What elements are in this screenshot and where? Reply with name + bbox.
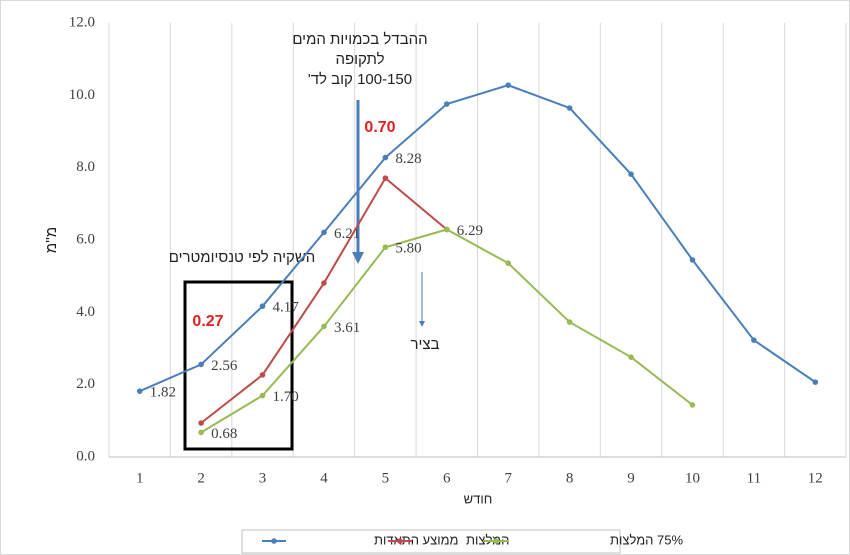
x-tick-label: 6 [443,470,451,486]
x-tick-label: 9 [627,470,635,486]
data-point [198,361,204,368]
data-label: 6.29 [457,223,483,239]
highlight-box [183,280,294,451]
data-label: 1.82 [150,385,176,401]
data-point [566,105,573,111]
x-tick-label: 4 [320,470,328,486]
data-point [628,171,634,177]
data-point [566,319,573,325]
data-point [198,429,204,436]
data-point [136,388,143,394]
data-point [689,402,696,408]
x-tick-label: 1 [136,470,144,486]
annotation: 100-150 קוב לד' [308,71,412,88]
data-label: 0.68 [211,426,237,442]
legend-label: 75% המלצות [610,532,683,547]
data-label: 3.61 [334,320,360,336]
x-tick-label: 3 [259,470,267,486]
legend-label: המלצות [466,532,509,547]
y-tick-label: 10.0 [69,87,95,103]
data-point [812,379,819,385]
data-point [505,82,512,89]
annotation: השקיה לפי טנסיומטרים [169,249,316,266]
data-point [505,260,512,266]
data-label: 2.56 [211,358,238,374]
x-tick-label: 12 [808,470,823,486]
x-tick-label: 10 [685,470,700,486]
data-label: 5.80 [395,241,421,257]
annotation: בציר [410,336,439,353]
legend-marker [271,538,277,544]
y-tick-label: 0.0 [76,448,95,464]
x-tick-label: 5 [382,470,390,486]
y-tick-label: 12.0 [69,14,95,30]
x-tick-label: 8 [566,470,574,486]
legend-marker [397,538,403,544]
y-tick-label: 6.0 [76,231,95,247]
y-tick-label: 2.0 [76,376,95,392]
legend [241,529,621,554]
data-point [259,372,266,378]
annotation: ההבדל בכמויות המים [292,31,427,48]
legend-label: ממוצע התאדות [374,532,458,547]
data-point [443,101,450,107]
annotation: 0.27 [192,313,223,330]
data-label: 6.21 [334,226,360,242]
data-point [321,229,327,236]
data-point [321,280,327,286]
data-point [443,226,450,233]
data-point [382,244,389,251]
data-point [321,323,327,330]
data-label: 1.70 [273,389,299,405]
annotation: 0.70 [364,119,395,136]
data-point [198,420,204,426]
data-point [259,303,266,309]
data-point [382,154,389,161]
annotation: לתקופה [335,51,384,68]
y-axis-label: מ''מ [43,227,60,253]
data-label: 8.28 [395,151,421,167]
data-point [259,392,266,399]
x-tick-label: 11 [747,470,761,486]
legend-marker [493,538,499,544]
grid [108,23,847,458]
series-line [139,84,816,393]
data-point [628,354,634,360]
data-point [382,175,389,181]
x-tick-label: 2 [197,470,205,486]
y-tick-label: 4.0 [76,304,95,320]
data-point [689,257,696,263]
data-label: 4.17 [273,300,300,316]
y-tick-label: 8.0 [76,159,95,175]
x-tick-label: 7 [504,470,512,486]
x-axis-label: חודש [464,491,493,506]
data-point [751,337,757,343]
